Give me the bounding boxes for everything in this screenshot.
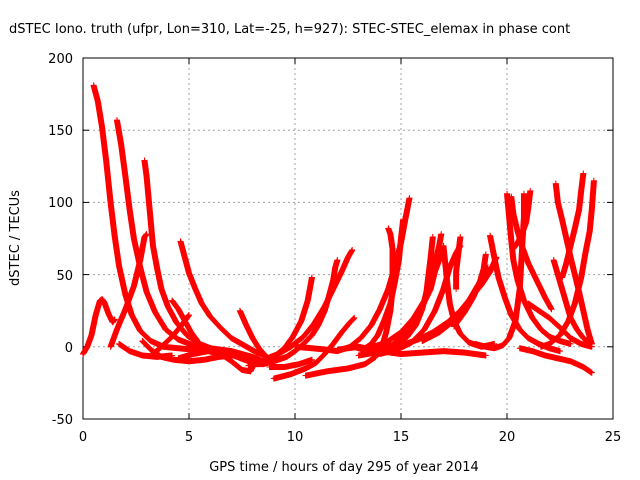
x-tick-label: 25 [605,430,622,445]
data-series [260,247,356,363]
x-tick-label: 20 [499,430,516,445]
y-tick-label: 150 [48,124,73,139]
data-series [559,170,587,281]
data-series [334,343,489,359]
data-series [453,234,464,293]
data-series [510,187,534,252]
data-series [107,231,150,350]
data-points [80,82,597,382]
chart-title: dSTEC Iono. truth (ufpr, Lon=310, Lat=-2… [9,22,570,37]
x-tick-label: 5 [185,430,193,445]
y-tick-label: 200 [48,52,73,67]
data-series [550,257,595,347]
data-series [266,356,315,371]
x-axis-label: GPS time / hours of day 295 of year 2014 [209,460,479,475]
x-tick-label: 15 [393,430,410,445]
y-tick-label: -50 [52,413,73,428]
y-tick-label: 0 [65,341,73,356]
data-series [366,234,436,353]
data-series [177,238,269,359]
data-series [141,157,250,362]
data-series [270,314,358,382]
data-series [504,190,574,347]
y-tick-labels: -50 0 50 100 150 200 [48,52,73,428]
y-tick-label: 100 [48,196,73,211]
x-tick-label: 0 [79,430,87,445]
y-tick-label: 50 [56,269,73,284]
x-tick-labels: 0 5 10 15 20 25 [79,430,621,445]
data-series [175,348,258,375]
y-axis-label: dSTEC / TECUs [8,190,23,286]
data-series [80,296,118,358]
plot-frame [82,57,614,420]
x-tick-label: 10 [287,430,304,445]
data-series [516,345,595,376]
data-series [149,312,192,358]
grid [83,58,613,419]
data-series [537,177,597,350]
axis-ticks [82,57,614,420]
data-series [451,251,489,330]
